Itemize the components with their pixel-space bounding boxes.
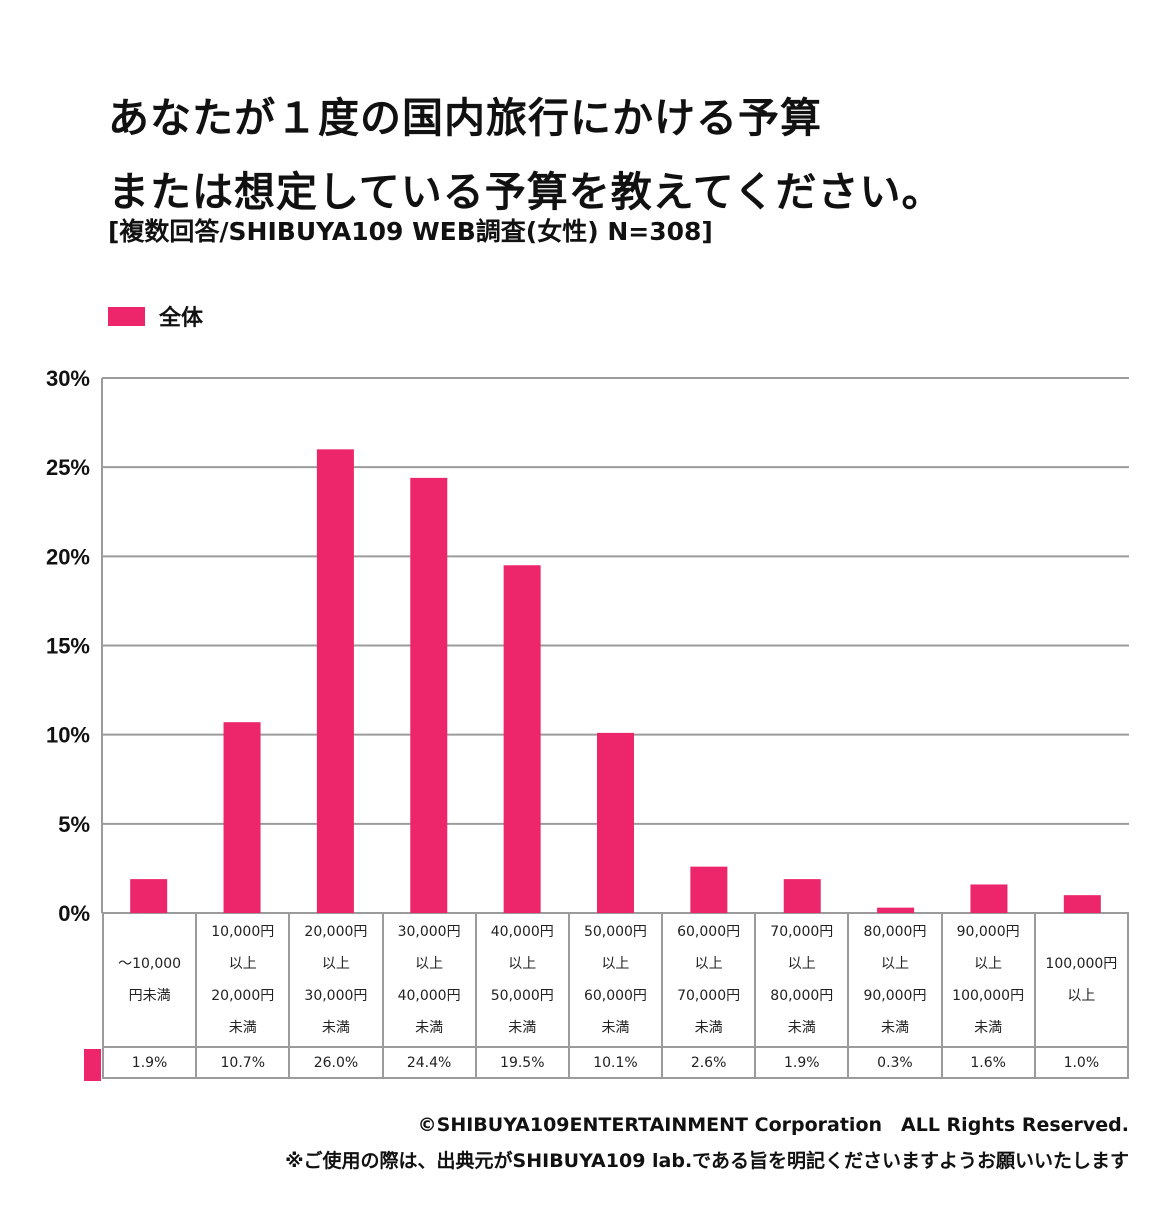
- bar: [597, 732, 634, 913]
- category-label-line: 80,000円: [770, 987, 834, 1004]
- category-label-line: 未満: [974, 1019, 1003, 1036]
- value-label: 10.7%: [195, 1046, 291, 1079]
- value-label: 24.4%: [381, 1046, 477, 1079]
- category-row: ～10,000 円未満 10,000円 以上 20,000円 未満 20,000円 以上 30,…: [101, 913, 1130, 1048]
- copyright-text: ©SHIBUYA109ENTERTAINMENT Corporation ALL…: [417, 1114, 1129, 1136]
- y-tick-label: 5%: [58, 812, 90, 837]
- category-label-line: 40,000円: [397, 987, 461, 1004]
- category-label-line: 未満: [601, 1019, 630, 1036]
- category-label: ～10,000 円未満: [101, 913, 198, 1048]
- category-label-line: 以上: [228, 955, 257, 972]
- category-label-line: 40,000円: [490, 923, 554, 940]
- bar: [410, 477, 448, 913]
- value-label: 1.6%: [940, 1046, 1036, 1079]
- category-label-line: 60,000円: [583, 987, 647, 1004]
- category-label-line: 30,000円: [304, 987, 368, 1004]
- y-tick-label: 30%: [46, 366, 90, 391]
- category-label-line: 20,000円: [211, 987, 275, 1004]
- value-label: 1.0%: [1033, 1046, 1130, 1079]
- category-label-line: 未満: [321, 1019, 350, 1036]
- category-label: 80,000円 以上 90,000円 未満: [847, 913, 943, 1048]
- category-label-line: 以上: [880, 955, 909, 972]
- category-label-line: 20,000円: [304, 923, 368, 940]
- category-label-line: 以上: [787, 955, 816, 972]
- category-label-line: 以上: [321, 955, 350, 972]
- category-label-line: 90,000円: [863, 987, 927, 1004]
- value-label: 26.0%: [288, 1046, 384, 1079]
- bar: [1063, 895, 1101, 913]
- value-row: 1.9% 10.7% 26.0% 24.4% 19.5% 10.1% 2.6% 1.9% 0.3…: [101, 1046, 1130, 1079]
- category-label-line: 未満: [508, 1019, 537, 1036]
- bar: [877, 907, 915, 913]
- category-label: 30,000円 以上 40,000円 未満: [381, 913, 477, 1048]
- category-label-line: 50,000円: [490, 987, 554, 1004]
- bar: [690, 866, 728, 913]
- category-label: 10,000円 以上 20,000円 未満: [195, 913, 291, 1048]
- category-label-line: 円未満: [128, 987, 171, 1004]
- category-label-line: 50,000円: [583, 923, 647, 940]
- bar: [223, 722, 261, 913]
- category-label-line: 80,000円: [863, 923, 927, 940]
- category-label: 40,000円 以上 50,000円 未満: [474, 913, 570, 1048]
- category-label: 90,000円 以上 100,000円 未満: [940, 913, 1036, 1048]
- category-label: 20,000円 以上 30,000円 未満: [288, 913, 384, 1048]
- category-label-line: 以上: [601, 955, 630, 972]
- chart-subtitle: [複数回答/SHIBUYA109 WEB調査(女性) N=308]: [108, 217, 713, 246]
- category-label-line: 100,000円: [952, 987, 1025, 1004]
- y-tick-label: 25%: [46, 455, 90, 480]
- category-label-line: 10,000円: [211, 923, 275, 940]
- category-label-line: 以上: [508, 955, 537, 972]
- bar: [316, 449, 354, 913]
- category-label-line: 70,000円: [677, 987, 741, 1004]
- category-label-line: 未満: [880, 1019, 909, 1036]
- category-label-line: 60,000円: [677, 923, 741, 940]
- data-table: ～10,000 円未満 10,000円 以上 20,000円 未満 20,000円 以上 30,…: [101, 913, 1130, 1079]
- value-label: 19.5%: [474, 1046, 570, 1079]
- legend: 全体: [108, 300, 203, 332]
- category-label-line: 30,000円: [397, 923, 461, 940]
- category-label-line: 以上: [1067, 987, 1096, 1004]
- value-label: 1.9%: [754, 1046, 850, 1079]
- bar: [783, 879, 821, 913]
- bar: [503, 565, 541, 913]
- y-tick-label: 0%: [58, 901, 90, 926]
- category-label: 100,000円 以上: [1033, 913, 1130, 1048]
- category-label-line: 100,000円: [1045, 955, 1118, 972]
- value-label: 2.6%: [661, 1046, 757, 1079]
- y-tick-label: 20%: [46, 544, 90, 569]
- category-label-line: 以上: [415, 955, 444, 972]
- chart-title-line2: または想定している予算を教えてください。: [108, 168, 944, 216]
- category-label: 50,000円 以上 60,000円 未満: [567, 913, 664, 1048]
- category-label-line: 未満: [415, 1019, 444, 1036]
- category-label-line: ～10,000: [118, 955, 182, 972]
- table-series-swatch: [84, 1049, 101, 1081]
- value-label: 1.9%: [101, 1046, 198, 1079]
- category-label-line: 以上: [694, 955, 723, 972]
- category-label-line: 以上: [974, 955, 1003, 972]
- value-label: 0.3%: [847, 1046, 943, 1079]
- usage-note: ※ご使用の際は、出典元がSHIBUYA109 lab.である旨を明記くださいます…: [285, 1150, 1129, 1172]
- category-label-line: 90,000円: [956, 923, 1020, 940]
- category-label-line: 未満: [228, 1019, 257, 1036]
- category-label-line: 未満: [694, 1019, 723, 1036]
- legend-swatch: [108, 306, 145, 326]
- category-label: 60,000円 以上 70,000円 未満: [661, 913, 757, 1048]
- legend-label: 全体: [159, 306, 204, 331]
- category-label-line: 未満: [787, 1019, 816, 1036]
- y-tick-label: 10%: [46, 723, 90, 748]
- value-label: 10.1%: [567, 1046, 664, 1079]
- y-tick-label: 15%: [46, 634, 90, 659]
- bar: [970, 884, 1008, 913]
- bar: [130, 879, 168, 913]
- category-label: 70,000円 以上 80,000円 未満: [754, 913, 850, 1048]
- category-label-line: 70,000円: [770, 923, 834, 940]
- chart-title-line1: あなたが１度の国内旅行にかける予算: [108, 94, 822, 142]
